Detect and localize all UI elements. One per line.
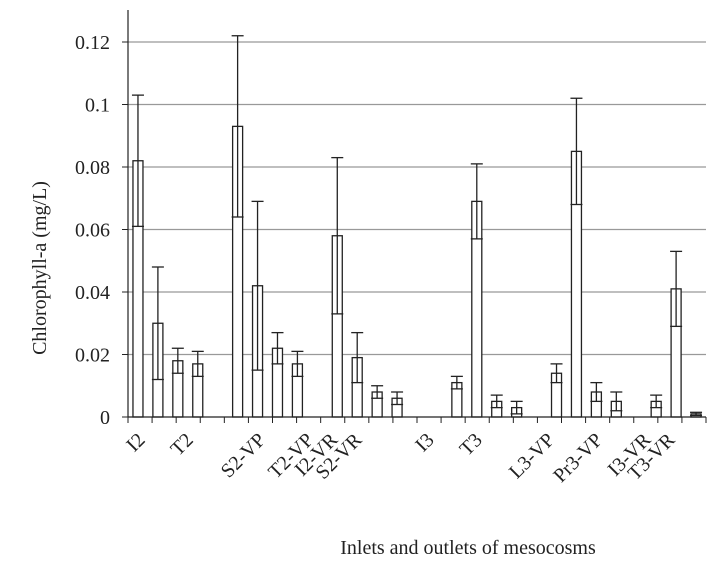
- y-tick-label: 0.04: [75, 282, 110, 304]
- x-axis-label: Inlets and outlets of mesocosms: [340, 537, 596, 559]
- x-tick-label: Pr3-VP: [549, 429, 607, 487]
- x-tick-label: S2-VP: [217, 429, 270, 482]
- y-tick-label: 0.12: [75, 32, 110, 54]
- gridlines: [128, 41, 706, 356]
- y-tick-label: 0.1: [85, 95, 110, 117]
- x-tick-label: I2: [122, 429, 149, 456]
- y-tick-label: 0.08: [75, 157, 110, 179]
- error-bars: [131, 35, 703, 417]
- x-tick-label: T2: [166, 429, 197, 460]
- bars: [132, 125, 702, 418]
- y-axis-label: Chlorophyll-a (mg/L): [29, 181, 51, 355]
- x-tick-label: I3: [411, 429, 438, 456]
- x-axis: [127, 10, 706, 418]
- y-tick-label: 0.02: [75, 345, 110, 367]
- x-tick-label: L3-VP: [505, 429, 559, 483]
- y-tick-label: 0: [100, 407, 110, 429]
- y-axis-ticks: 0 0.02 0.04 0.06 0.08 0.1 0.12: [75, 32, 128, 429]
- y-tick-label: 0.06: [75, 220, 110, 242]
- x-tick-label: T3: [455, 429, 486, 460]
